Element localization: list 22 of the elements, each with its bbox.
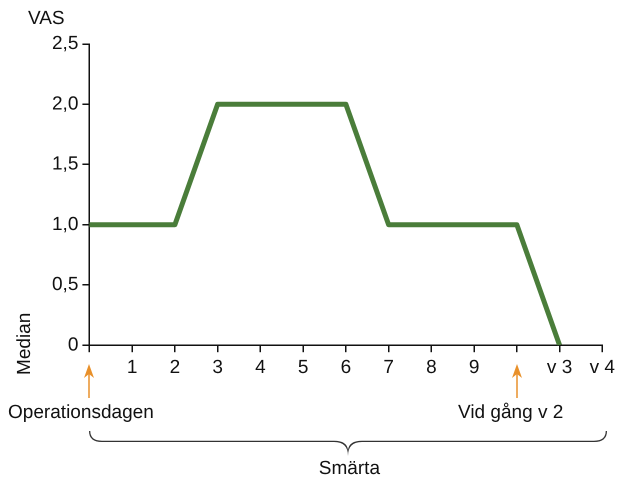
x-tick-label: v 4	[590, 356, 616, 378]
y-tick-label: 0,5	[52, 274, 78, 296]
x-tick-label: 3	[212, 356, 223, 378]
text: Operationsdagen	[8, 402, 154, 424]
y-axis-title: Median	[14, 312, 36, 375]
x-tick-label: 1	[126, 356, 138, 378]
y-tick-label: 2,0	[52, 93, 78, 114]
x-tick-label: 4	[255, 356, 266, 378]
y-tick-label: 0	[68, 334, 78, 356]
text: VAS	[28, 8, 65, 30]
text: Vid gång v 2	[458, 402, 564, 424]
x-tick-label: 7	[383, 356, 394, 378]
x-tick-label: 6	[340, 356, 352, 378]
x-tick-label: v 3	[546, 356, 572, 378]
x-tick-label: 9	[468, 356, 480, 378]
y-tick-label: 2,5	[52, 33, 78, 54]
x-tick-label: 5	[298, 356, 308, 378]
y-tick-label: 1,5	[52, 154, 78, 175]
x-tick-label: 2	[170, 356, 180, 378]
y-tick-label: 1,0	[52, 214, 78, 235]
x-tick-label: 8	[426, 356, 437, 378]
x-axis-title: Smärta	[318, 458, 380, 480]
